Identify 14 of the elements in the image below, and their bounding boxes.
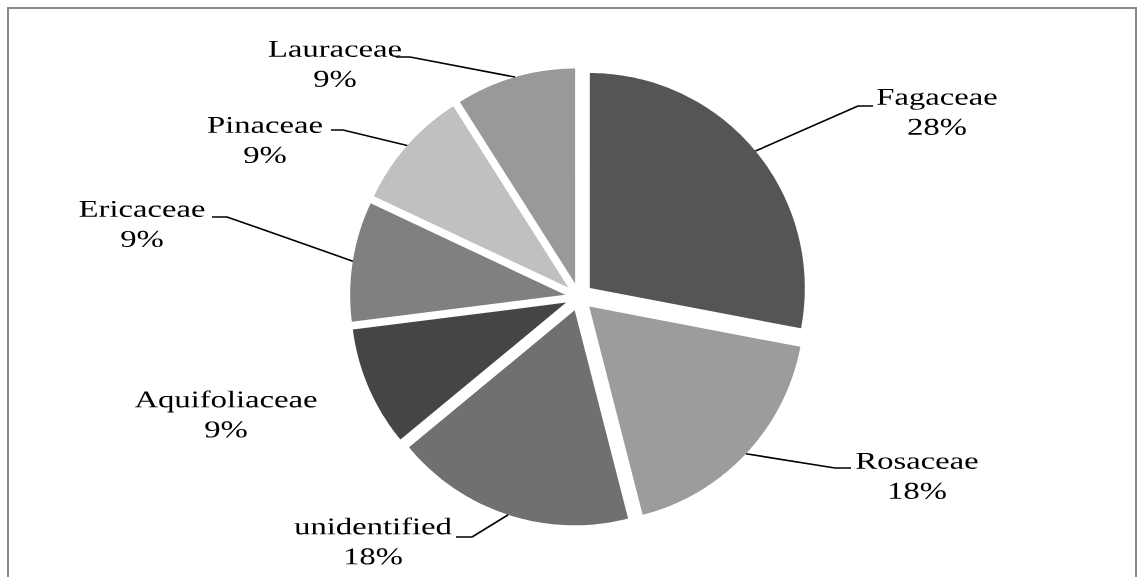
slice-label: unidentified [294,517,452,535]
slice-label: Fagaceae [877,88,997,110]
slice-label: Pinaceae [207,116,322,134]
data-label: 18% [889,482,946,500]
data-label: 9% [244,146,286,164]
data-label: 9% [314,70,356,88]
data-label: 9% [121,230,163,248]
slice-label: Aquifoliaceae [134,390,317,413]
data-label: 18% [345,548,402,565]
slice-label: Rosaceae [856,452,978,469]
slice-label: Ericaceae [79,200,205,218]
slice-label: Lauraceae [268,40,401,57]
data-label: 28% [908,118,966,136]
data-label: 9% [205,421,247,438]
